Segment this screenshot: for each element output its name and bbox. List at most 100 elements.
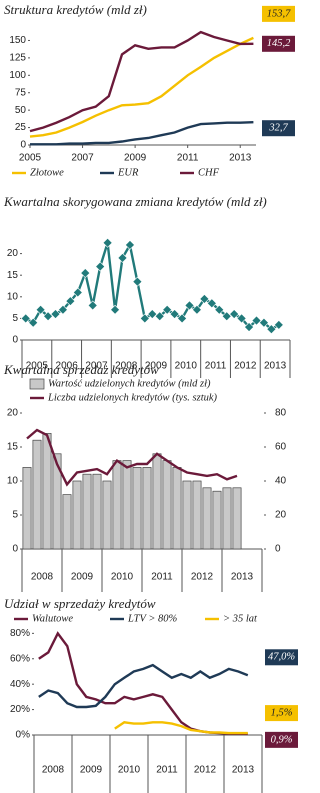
point-marker <box>28 317 39 328</box>
x-tick-label: 2012 <box>191 572 214 583</box>
x-tick-label: 2013 <box>232 765 255 776</box>
value-label-box <box>265 705 298 722</box>
x-tick-label: 2010 <box>175 361 198 372</box>
legend-label: EUR <box>117 167 139 178</box>
y2-tick-label: 60 <box>275 442 287 453</box>
point-marker <box>169 309 180 320</box>
point-marker <box>162 304 173 315</box>
point-marker <box>177 313 187 324</box>
x-tick-label: 2011 <box>151 572 173 583</box>
series-line <box>29 36 254 138</box>
x-tick-label: 2011 <box>177 153 199 164</box>
y-tick-label: 60% <box>10 653 30 664</box>
point-marker <box>125 240 135 250</box>
bar <box>112 460 122 550</box>
bar <box>92 473 102 550</box>
point-marker <box>80 268 91 278</box>
y2-tick-label: 40 <box>275 476 287 487</box>
y-tick-label: 5 <box>12 313 18 324</box>
y-tick-label: 15 <box>7 442 19 453</box>
point-marker <box>273 319 284 330</box>
x-tick-label: 2009 <box>80 765 103 776</box>
point-marker <box>72 287 83 298</box>
y-tick-label: 0 <box>12 544 18 555</box>
x-tick-label: 2005 <box>26 361 49 372</box>
y-tick-label: 80% <box>10 628 30 639</box>
x-tick-label: 2009 <box>71 572 94 583</box>
value-label: 0,9% <box>271 734 293 745</box>
value-label-box <box>265 731 298 748</box>
series-line <box>29 30 254 133</box>
y-tick-label: 125 <box>9 53 26 64</box>
legend-label: CHF <box>198 167 220 178</box>
x-tick-label: 2011 <box>205 361 227 372</box>
point-marker <box>199 294 210 304</box>
series-line <box>30 121 254 146</box>
bar <box>182 480 192 550</box>
point-marker <box>117 252 128 263</box>
point-marker <box>65 296 76 307</box>
point-marker <box>139 313 150 324</box>
chart-title: Struktura kredytów (mld zł) <box>4 2 147 17</box>
x-tick-label: 2010 <box>111 572 134 583</box>
bar <box>232 487 242 550</box>
legend-label: Złotowe <box>30 167 64 178</box>
point-marker <box>192 304 202 315</box>
y-tick-label: 0% <box>16 730 31 741</box>
bar <box>82 473 92 550</box>
y-tick-label: 40% <box>10 679 30 690</box>
y-tick-label: 15 <box>7 270 19 281</box>
y-tick-label: 10 <box>7 476 19 487</box>
bar <box>122 460 132 550</box>
legend-label: Walutowe <box>32 613 73 624</box>
x-tick-label: 2007 <box>85 361 108 372</box>
x-tick-label: 2010 <box>118 765 141 776</box>
x-tick-label: 2012 <box>194 765 217 776</box>
chart-title: Kwartalna skorygowana zmiana kredytów (m… <box>4 194 267 209</box>
point-marker <box>102 237 113 248</box>
point-marker <box>229 309 240 320</box>
x-tick-label: 2008 <box>42 765 65 776</box>
legend-label: Wartość udzielonych kredytów (mld zł) <box>48 378 211 389</box>
chart-title: Udział w sprzedaży kredytów <box>4 596 156 611</box>
value-label-box <box>262 35 295 52</box>
x-tick-label: 2011 <box>156 765 178 776</box>
bar <box>32 439 42 550</box>
point-marker <box>87 300 98 311</box>
bar <box>22 467 32 550</box>
y-tick-label: 10 <box>7 291 19 302</box>
series-line <box>26 428 238 487</box>
point-marker <box>206 298 217 309</box>
value-label: 1,5% <box>271 708 293 719</box>
y-tick-label: 20 <box>7 408 19 419</box>
x-tick-label: 2008 <box>31 572 54 583</box>
bar <box>172 467 182 550</box>
bar <box>222 487 232 550</box>
point-marker <box>20 313 31 324</box>
x-tick-label: 2007 <box>71 153 94 164</box>
point-marker <box>132 276 143 287</box>
value-label-box <box>262 120 295 137</box>
y-tick-label: 0 <box>12 335 18 346</box>
x-tick-label: 2012 <box>234 361 257 372</box>
value-label: 32,7 <box>268 123 288 134</box>
legend-label: LTV > 80% <box>127 613 178 624</box>
bar <box>52 453 62 550</box>
point-marker <box>184 300 195 311</box>
chart-title: Kwartalna sprzedaż kredytów <box>4 362 159 377</box>
point-marker <box>259 317 269 328</box>
page: 0 25 50 75 100 125 150 2005 2007 2009 2011 2013 153,… <box>4 2 298 793</box>
point-marker <box>43 311 53 322</box>
x-tick-label: 2013 <box>264 361 287 372</box>
y-tick-label: 5 <box>12 510 18 521</box>
y-tick-label: 20% <box>10 704 30 715</box>
point-marker <box>214 304 225 315</box>
x-tick-label: 2005 <box>19 153 42 164</box>
y-tick-label: 0 <box>20 140 26 151</box>
bar <box>142 467 152 550</box>
y-tick-label: 100 <box>9 70 26 81</box>
series-line <box>38 631 248 736</box>
point-marker <box>147 309 158 320</box>
point-marker <box>50 309 61 320</box>
legend-label: > 35 lat <box>223 613 258 624</box>
